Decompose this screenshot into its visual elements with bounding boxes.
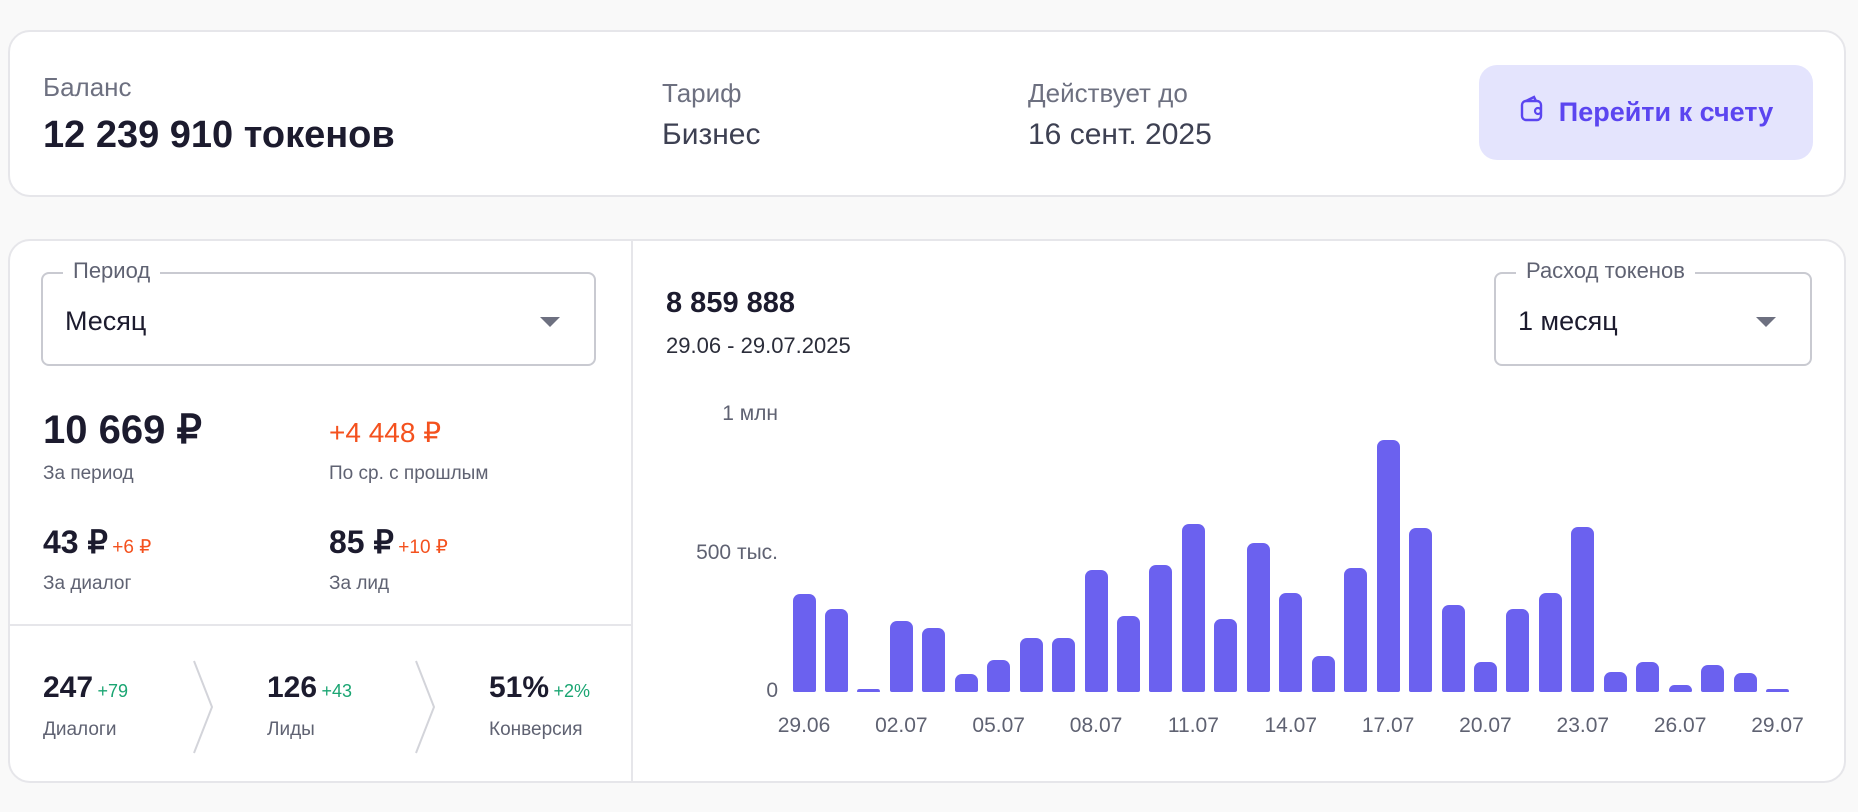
balance-label: Баланс bbox=[43, 72, 132, 102]
bar-20.07[interactable] bbox=[1473, 662, 1497, 692]
diff-value: +4 448 ₽ bbox=[329, 417, 442, 448]
x-tick-label: 05.07 bbox=[972, 714, 1025, 737]
diff-label: По ср. с прошлым bbox=[329, 463, 489, 484]
bar-07.07[interactable] bbox=[1052, 637, 1076, 692]
usage-period-select[interactable]: Расход токенов 1 месяц bbox=[1494, 258, 1812, 366]
bar-28.07[interactable] bbox=[1733, 673, 1757, 692]
x-tick-label: 17.07 bbox=[1361, 714, 1415, 737]
bar-27.07[interactable] bbox=[1701, 664, 1725, 692]
total-spend-label: За период bbox=[43, 463, 134, 484]
bar-17.07[interactable] bbox=[1376, 440, 1400, 692]
bar-01.07[interactable] bbox=[857, 689, 881, 692]
caret-down-icon bbox=[1756, 317, 1776, 327]
bar-21.07[interactable] bbox=[1506, 608, 1530, 692]
valid-until-value: 16 сент. 2025 bbox=[1028, 118, 1212, 151]
usage-select-value: 1 месяц bbox=[1518, 306, 1618, 336]
bar-18.07[interactable] bbox=[1409, 528, 1433, 692]
tariff-label: Тариф bbox=[662, 78, 742, 108]
bar-24.07[interactable] bbox=[1603, 671, 1627, 692]
per-lead-delta: +10 ₽ bbox=[398, 537, 448, 558]
usage-select-legend: Расход токенов bbox=[1516, 258, 1695, 284]
funnel-leads: 126 +43 bbox=[267, 671, 352, 705]
x-tick-label: 23.07 bbox=[1556, 714, 1610, 737]
leads-value: 126 bbox=[267, 671, 318, 704]
y-tick-label: 500 тыс. bbox=[696, 540, 778, 564]
x-tick-label: 11.07 bbox=[1167, 714, 1219, 737]
bar-14.07[interactable] bbox=[1279, 593, 1303, 692]
dialogs-label: Диалоги bbox=[43, 719, 117, 740]
vertical-divider bbox=[631, 241, 633, 781]
period-select-value: Месяц bbox=[65, 306, 147, 336]
bar-23.07[interactable] bbox=[1571, 527, 1595, 692]
chevron-right-icon bbox=[415, 660, 436, 754]
wallet-icon bbox=[1519, 95, 1545, 130]
bar-29.07[interactable] bbox=[1766, 688, 1789, 692]
x-tick-label: 20.07 bbox=[1459, 714, 1512, 737]
caret-down-icon bbox=[540, 317, 560, 327]
y-tick-label: 0 bbox=[766, 679, 778, 702]
usage-range: 29.06 - 29.07.2025 bbox=[666, 333, 851, 358]
bar-05.07[interactable] bbox=[987, 660, 1011, 692]
x-tick-label: 08.07 bbox=[1069, 714, 1123, 737]
leads-label: Лиды bbox=[267, 719, 315, 740]
leads-delta: +43 bbox=[321, 681, 353, 701]
conversion-label: Конверсия bbox=[489, 719, 583, 740]
tariff-value: Бизнес bbox=[662, 118, 761, 151]
per-lead-label: За лид bbox=[329, 573, 390, 594]
bar-10.07[interactable] bbox=[1149, 565, 1173, 692]
total-spend-value: 10 669 ₽ bbox=[43, 408, 202, 452]
valid-until-label: Действует до bbox=[1028, 78, 1188, 108]
bar-26.07[interactable] bbox=[1668, 684, 1692, 692]
dialogs-delta: +79 bbox=[97, 681, 129, 701]
bar-04.07[interactable] bbox=[954, 673, 978, 692]
bar-22.07[interactable] bbox=[1538, 593, 1562, 692]
usage-total: 8 859 888 bbox=[666, 287, 796, 319]
conversion-value: 51% bbox=[489, 671, 550, 704]
per-dialog: 43 ₽ +6 ₽ bbox=[43, 523, 151, 561]
per-dialog-value: 43 ₽ bbox=[43, 524, 108, 560]
horizontal-divider bbox=[10, 624, 631, 626]
bar-06.07[interactable] bbox=[1019, 637, 1043, 692]
bar-16.07[interactable] bbox=[1344, 568, 1368, 692]
token-usage-chart: 0 500 тыс. 1 млн 29.06 02.07 05.07 08.07 11.07 1… bbox=[10, 241, 1840, 781]
bar-13.07[interactable] bbox=[1246, 542, 1270, 692]
balance-value: 12 239 910 токенов bbox=[43, 114, 395, 156]
x-tick-label: 26.07 bbox=[1653, 714, 1707, 737]
bar-12.07[interactable] bbox=[1214, 618, 1238, 692]
bar-09.07[interactable] bbox=[1117, 616, 1140, 692]
chevron-right-icon bbox=[193, 660, 214, 754]
x-tick-label: 14.07 bbox=[1264, 714, 1318, 737]
bar-29.06[interactable] bbox=[792, 593, 816, 692]
funnel-dialogs: 247 +79 bbox=[43, 671, 128, 705]
per-dialog-delta: +6 ₽ bbox=[112, 537, 152, 558]
bar-19.07[interactable] bbox=[1441, 604, 1465, 692]
bar-25.07[interactable] bbox=[1636, 661, 1660, 692]
x-tick-label: 29.06 bbox=[777, 714, 831, 737]
y-tick-label: 1 млн bbox=[722, 402, 778, 425]
x-tick-label: 02.07 bbox=[875, 714, 928, 737]
bar-03.07[interactable] bbox=[922, 627, 946, 692]
bar-15.07[interactable] bbox=[1311, 655, 1335, 692]
funnel-conversion: 51% +2% bbox=[489, 671, 590, 705]
go-to-account-label: Перейти к счету bbox=[1558, 97, 1774, 127]
go-to-account-button[interactable]: Перейти к счету bbox=[1479, 65, 1813, 160]
conversion-delta: +2% bbox=[553, 681, 591, 701]
per-lead: 85 ₽ +10 ₽ bbox=[329, 523, 448, 561]
bar-02.07[interactable] bbox=[889, 620, 913, 692]
period-select[interactable]: Период Месяц bbox=[41, 258, 596, 366]
bar-08.07[interactable] bbox=[1084, 570, 1108, 692]
per-dialog-label: За диалог bbox=[43, 573, 132, 594]
x-tick-label: 29.07 bbox=[1751, 714, 1804, 737]
bar-11.07[interactable] bbox=[1181, 523, 1205, 692]
dialogs-value: 247 bbox=[43, 671, 94, 704]
bar-30.06[interactable] bbox=[824, 608, 848, 692]
per-lead-value: 85 ₽ bbox=[329, 524, 394, 560]
period-select-legend: Период bbox=[63, 258, 161, 284]
